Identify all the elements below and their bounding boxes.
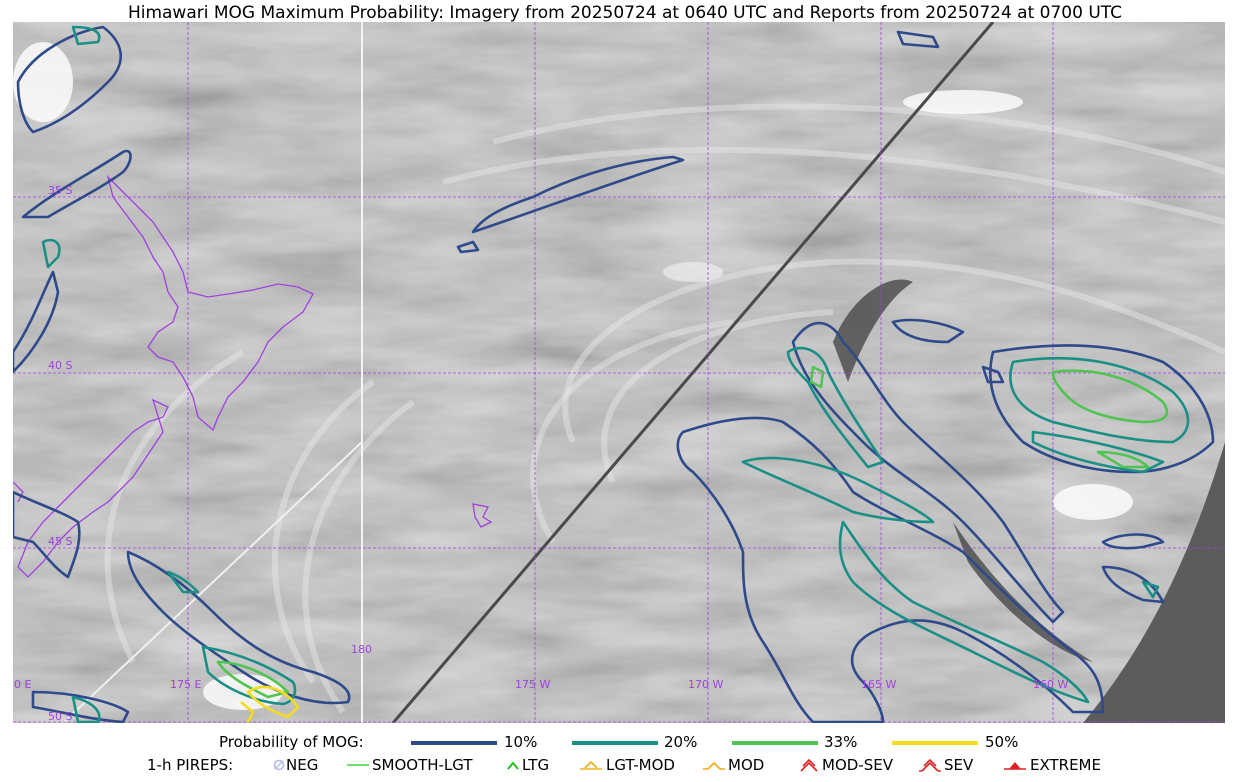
pirep-label-ltg: LTG bbox=[522, 756, 550, 774]
lat-label: 40 S bbox=[48, 359, 72, 372]
probability-legend-title: Probability of MOG: bbox=[219, 733, 364, 751]
satellite-map[interactable]: 35 S 40 S 45 S 50 S 170 E 175 E 180 175 … bbox=[13, 22, 1225, 723]
lon-label: 175 W bbox=[515, 678, 550, 691]
line-icon bbox=[347, 764, 369, 766]
pirep-label-extreme: EXTREME bbox=[1030, 756, 1101, 774]
pirep-label-neg: NEG bbox=[286, 756, 319, 774]
seam-line-diagonal bbox=[62, 441, 363, 723]
contours-10pct bbox=[13, 25, 1215, 723]
double-caret-icon bbox=[919, 758, 941, 772]
contours-50pct bbox=[240, 685, 300, 723]
lon-label: 170 E bbox=[13, 678, 31, 691]
swath-edge-line bbox=[391, 22, 995, 723]
caret-icon bbox=[703, 761, 725, 770]
coastline bbox=[13, 174, 493, 578]
map-title: Himawari MOG Maximum Probability: Imager… bbox=[127, 3, 1123, 23]
lon-label: 160 W bbox=[1033, 678, 1068, 691]
pirep-legend-title: 1-h PIREPS: bbox=[147, 756, 234, 774]
legend-label-33pct: 33% bbox=[824, 733, 858, 751]
legend-label-10pct: 10% bbox=[504, 733, 538, 751]
graticule bbox=[13, 22, 1225, 723]
pirep-legend: 1-h PIREPS: NEG SMOOTH-LGT LTG LGT-MOD M… bbox=[0, 756, 1250, 778]
pirep-label-lgt-mod: LGT-MOD bbox=[606, 756, 675, 774]
legend-swatch-33pct bbox=[732, 741, 818, 745]
pirep-label-smooth-lgt: SMOOTH-LGT bbox=[372, 756, 473, 774]
legend-label-20pct: 20% bbox=[664, 733, 698, 751]
pirep-label-sev: SEV bbox=[944, 756, 974, 774]
neg-circle-icon bbox=[273, 759, 285, 771]
caret-bar-icon bbox=[580, 760, 602, 770]
space-region bbox=[1083, 442, 1225, 723]
legend-swatch-10pct bbox=[411, 741, 497, 745]
cloud-swirls bbox=[104, 103, 1225, 714]
filled-caret-icon bbox=[1004, 762, 1026, 770]
grid-labels: 35 S 40 S 45 S 50 S 170 E 175 E 180 175 … bbox=[13, 184, 1068, 723]
legend-swatch-50pct bbox=[892, 741, 978, 745]
lon-label: 165 W bbox=[861, 678, 896, 691]
lon-label: 180 bbox=[351, 643, 372, 656]
double-caret-icon bbox=[800, 758, 818, 772]
lat-label: 50 S bbox=[48, 710, 72, 723]
lat-label: 35 S bbox=[48, 184, 72, 197]
probability-legend: Probability of MOG: 10% 20% 33% 50% bbox=[0, 733, 1250, 755]
caret-icon bbox=[507, 761, 519, 770]
dry-slots bbox=[833, 279, 1093, 662]
lon-label: 170 W bbox=[688, 678, 723, 691]
legend-label-50pct: 50% bbox=[985, 733, 1019, 751]
contours-33pct bbox=[216, 365, 1169, 699]
legend-swatch-20pct bbox=[572, 741, 658, 745]
lon-label: 175 E bbox=[170, 678, 201, 691]
pirep-label-mod-sev: MOD-SEV bbox=[822, 756, 893, 774]
imagery-grain bbox=[13, 22, 1225, 723]
lat-label: 45 S bbox=[48, 535, 72, 548]
pirep-label-mod: MOD bbox=[728, 756, 765, 774]
contours-20pct bbox=[41, 25, 1190, 723]
